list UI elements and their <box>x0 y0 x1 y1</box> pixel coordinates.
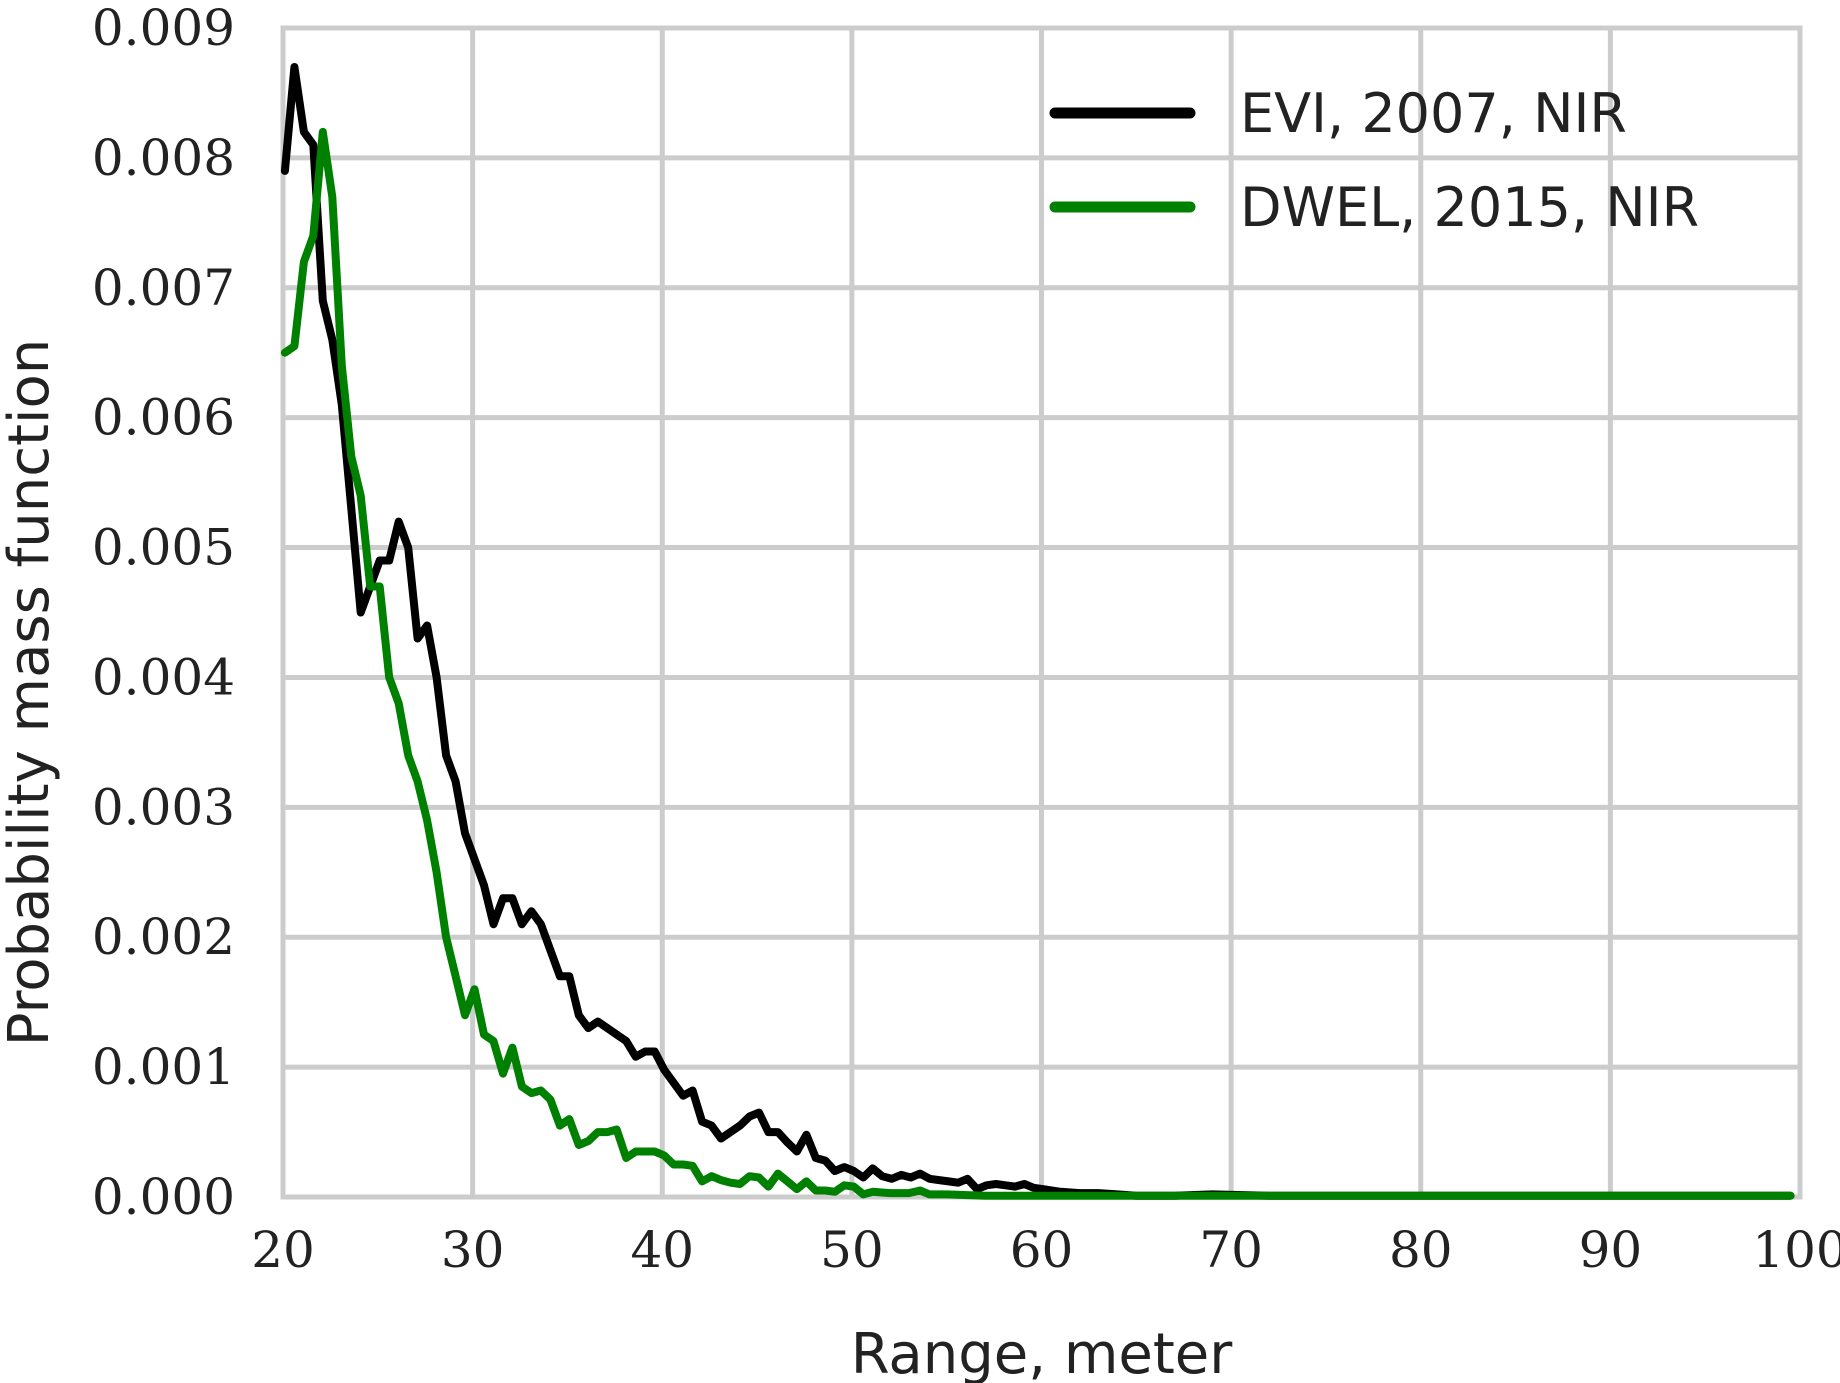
y-tick-labels: 0.000 0.001 0.002 0.003 0.004 0.005 0.006 0.007… <box>92 0 235 1226</box>
legend-label-1: DWEL, 2015, NIR <box>1240 176 1699 239</box>
legend-label-0: EVI, 2007, NIR <box>1240 82 1627 145</box>
x-tick-label: 70 <box>1199 1221 1263 1279</box>
x-axis-label: Range, meter <box>851 1322 1234 1383</box>
grid <box>280 25 1803 1200</box>
y-tick-label: 0.008 <box>92 129 235 187</box>
x-tick-label: 40 <box>630 1221 694 1279</box>
legend: EVI, 2007, NIR DWEL, 2015, NIR <box>1049 82 1699 239</box>
x-tick-label: 20 <box>251 1221 315 1279</box>
y-tick-label: 0.003 <box>92 778 235 836</box>
x-tick-label: 60 <box>1010 1221 1074 1279</box>
x-tick-label: 80 <box>1389 1221 1453 1279</box>
y-tick-label: 0.001 <box>92 1038 235 1096</box>
x-tick-label: 30 <box>441 1221 505 1279</box>
x-tick-label: 90 <box>1579 1221 1643 1279</box>
y-tick-label: 0.000 <box>92 1168 235 1226</box>
y-tick-label: 0.009 <box>92 0 235 57</box>
series-line-1 <box>280 127 1795 1200</box>
x-tick-label: 50 <box>820 1221 884 1279</box>
y-tick-label: 0.005 <box>92 519 235 577</box>
y-tick-label: 0.007 <box>92 259 235 317</box>
x-tick-labels: 20 30 40 50 60 70 80 90 100 <box>251 1221 1840 1279</box>
y-axis-label: Probability mass function <box>0 339 62 1047</box>
y-tick-label: 0.006 <box>92 389 235 447</box>
y-tick-label: 0.004 <box>92 648 235 706</box>
series-line-0 <box>280 63 1795 1200</box>
x-tick-label: 100 <box>1752 1221 1840 1279</box>
y-tick-label: 0.002 <box>92 908 235 966</box>
series-layer <box>280 63 1795 1200</box>
